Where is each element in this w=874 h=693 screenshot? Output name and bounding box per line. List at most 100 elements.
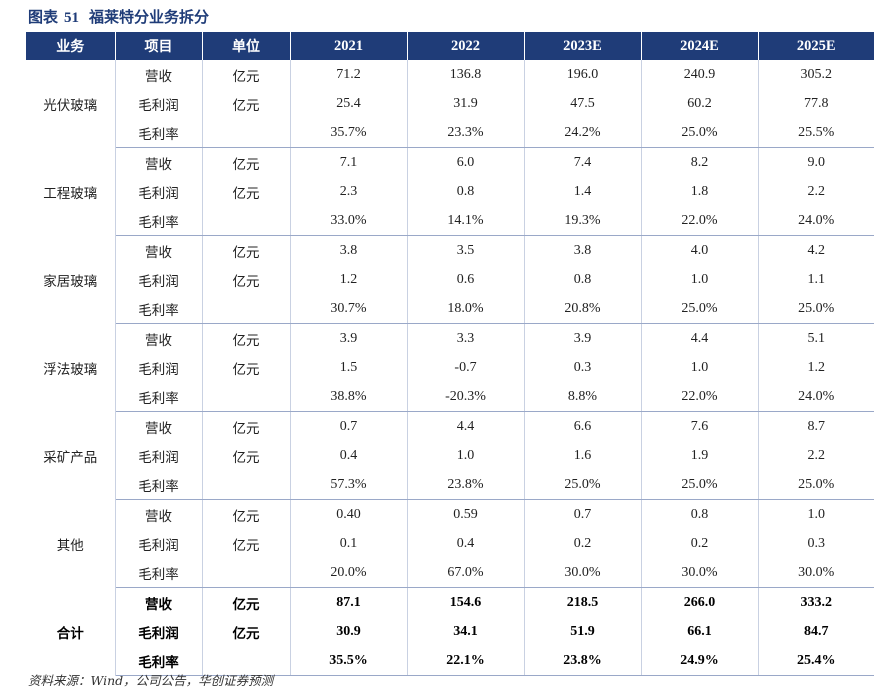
item-cell: 毛利率 [115,558,203,588]
table-row: 家居玻璃 营收 亿元 3.8 3.5 3.8 4.0 4.2 [26,235,874,324]
unit-cell [202,118,291,148]
item-cell: 营收 [115,147,203,177]
table-row: 光伏玻璃 营收 亿元 71.2 136.8 196.0 240.9 305.2 [26,60,874,148]
value-cell: 67.0% [407,558,525,588]
value-cell: 47.5 [524,89,642,118]
value-cell: 3.3 [407,323,525,353]
value-cell: 0.7 [524,499,642,529]
value-cell: 7.4 [524,147,642,177]
value-cell: 24.0% [758,382,874,412]
value-cell: 25.0% [641,118,759,148]
item-cell: 毛利率 [115,294,203,324]
table-row: 其他 营收 亿元 0.40 0.59 0.7 0.8 1.0 [26,499,874,588]
header-year: 2025E [758,32,874,60]
header-year: 2023E [524,32,642,60]
table-row: 毛利率 35.7% 23.3% 24.2% 25.0% 25.5% [26,118,874,148]
table-row: 毛利润 亿元 1.2 0.6 0.8 1.0 1.1 [26,265,874,294]
unit-cell: 亿元 [202,177,291,206]
unit-cell: 亿元 [202,587,291,617]
unit-cell: 亿元 [202,265,291,294]
value-cell: 84.7 [804,623,829,639]
value-cell: 25.0% [524,470,642,500]
value-cell: 30.0% [758,558,874,588]
item-cell: 毛利润 [115,353,203,382]
figure-title-text: 福莱特分业务拆分 [89,8,210,26]
value-cell: 240.9 [641,60,759,89]
item-cell: 毛利率 [115,646,203,676]
value-cell: 6.6 [524,411,642,441]
value-cell: 22.0% [641,382,759,412]
value-cell: 22.0% [641,206,759,236]
value-cell: 18.0% [407,294,525,324]
value-cell: 1.2 [807,359,826,375]
unit-cell: 亿元 [202,617,291,646]
unit-cell [202,382,291,412]
value-cell: 1.6 [524,441,642,470]
header-year: 2024E [641,32,759,60]
value-cell: 3.8 [524,235,642,265]
value-cell: 0.6 [407,265,525,294]
header-item: 项目 [115,32,203,60]
figure-number: 51 [64,10,80,26]
value-cell: 25.0% [758,470,874,500]
unit-cell [202,294,291,324]
business-name-cell: 合计 [26,587,116,676]
value-cell: 1.0 [807,506,826,522]
table-row: 毛利润 亿元 2.3 0.8 1.4 1.8 2.2 [26,177,874,206]
value-cell: 25.0% [641,294,759,324]
value-cell: 4.2 [807,242,826,258]
item-cell: 营收 [115,587,203,617]
value-cell: 30.7% [290,294,408,324]
unit-cell: 亿元 [202,529,291,558]
value-cell: 60.2 [641,89,759,118]
value-cell: 3.5 [407,235,525,265]
value-cell: -20.3% [407,382,525,412]
value-cell: 35.7% [290,118,408,148]
value-cell: 38.8% [290,382,408,412]
item-cell: 毛利率 [115,382,203,412]
unit-cell: 亿元 [202,235,291,265]
value-cell: 7.1 [290,147,408,177]
unit-cell: 亿元 [202,411,291,441]
unit-cell: 亿元 [202,89,291,118]
value-cell: 23.3% [407,118,525,148]
item-cell: 营收 [115,499,203,529]
value-cell: 4.4 [641,323,759,353]
unit-cell [202,470,291,500]
business-name-cell: 家居玻璃 [26,235,116,324]
unit-cell [202,646,291,676]
value-cell: 57.3% [290,470,408,500]
value-cell: 23.8% [524,646,642,676]
table-row: 毛利润 亿元 30.9 34.1 51.9 66.1 84.7 [26,617,874,646]
value-cell: 66.1 [641,617,759,646]
value-cell: 24.0% [758,206,874,236]
table-row: 毛利率 33.0% 14.1% 19.3% 22.0% 24.0% [26,206,874,236]
value-cell: 51.9 [524,617,642,646]
item-cell: 毛利润 [115,529,203,558]
value-cell: 30.0% [641,558,759,588]
value-cell: 25.5% [758,118,874,148]
value-cell: 4.4 [407,411,525,441]
table-row: 毛利润 亿元 25.4 31.9 47.5 60.2 77.8 [26,89,874,118]
value-cell: 0.8 [524,265,642,294]
table-row: 毛利率 20.0% 67.0% 30.0% 30.0% 30.0% [26,558,874,588]
table-row: 毛利率 35.5% 22.1% 23.8% 24.9% 25.4% [26,646,874,676]
unit-cell: 亿元 [202,353,291,382]
value-cell: 1.2 [290,265,408,294]
value-cell: 8.7 [807,418,826,434]
unit-cell: 亿元 [202,499,291,529]
value-cell: 4.0 [641,235,759,265]
value-cell: 20.0% [290,558,408,588]
value-cell: 218.5 [524,587,642,617]
value-cell: 0.2 [524,529,642,558]
value-cell: 25.4% [758,646,874,676]
table-row: 合计 营收 亿元 87.1 154.6 218.5 266.0 333.2 [26,587,874,676]
value-cell: 3.9 [290,323,408,353]
item-cell: 营收 [115,323,203,353]
unit-cell [202,206,291,236]
header-year: 2021 [290,32,408,60]
value-cell: 22.1% [407,646,525,676]
value-cell: 1.0 [641,353,759,382]
table-row: 毛利率 57.3% 23.8% 25.0% 25.0% 25.0% [26,470,874,500]
value-cell: 305.2 [800,66,833,82]
